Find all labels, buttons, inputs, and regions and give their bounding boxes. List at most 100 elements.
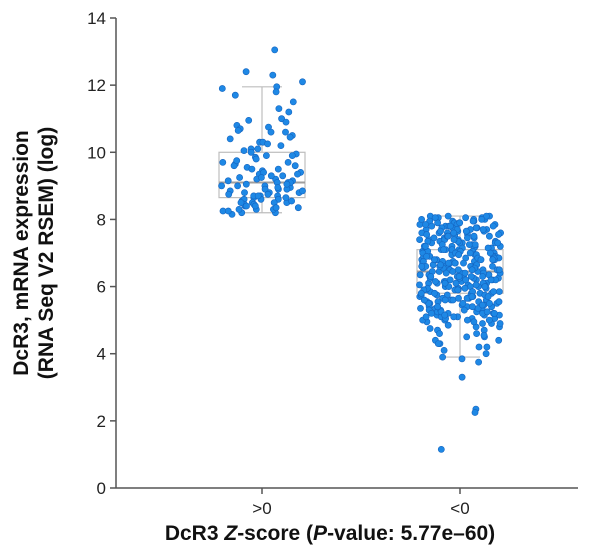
data-point	[292, 163, 298, 169]
data-point	[479, 302, 485, 308]
data-point	[463, 215, 469, 221]
data-point	[246, 117, 252, 123]
data-point	[419, 216, 425, 222]
data-point	[252, 203, 258, 209]
data-point	[435, 341, 441, 347]
data-point	[236, 206, 242, 212]
data-point	[479, 320, 485, 326]
data-point	[432, 215, 438, 221]
data-point	[282, 129, 288, 135]
data-point	[243, 69, 249, 75]
data-point	[490, 289, 496, 295]
data-point	[263, 153, 269, 159]
data-point	[461, 307, 467, 313]
data-point	[268, 173, 274, 179]
data-point	[473, 282, 479, 288]
data-point	[457, 220, 463, 226]
data-point	[456, 252, 462, 258]
y-tick-label: 14	[87, 9, 106, 28]
data-point	[490, 223, 496, 229]
data-point	[473, 225, 479, 231]
data-point	[424, 231, 430, 237]
axes	[110, 18, 578, 494]
data-point	[460, 260, 466, 266]
data-point	[471, 233, 477, 239]
data-point	[486, 300, 492, 306]
data-point	[220, 159, 226, 165]
data-point	[441, 347, 447, 353]
y-tick-label: 6	[97, 278, 106, 297]
data-point	[471, 319, 477, 325]
data-point	[435, 304, 441, 310]
data-point	[496, 289, 502, 295]
data-point	[432, 290, 438, 296]
data-point	[422, 243, 428, 249]
data-point	[442, 312, 448, 318]
data-point	[484, 344, 490, 350]
data-point	[427, 325, 433, 331]
data-point	[495, 240, 501, 246]
data-point	[497, 320, 503, 326]
data-point	[241, 148, 247, 154]
data-point	[445, 233, 451, 239]
data-point	[491, 310, 497, 316]
data-point	[451, 314, 457, 320]
data-point	[453, 280, 459, 286]
data-point	[431, 257, 437, 263]
data-point	[294, 171, 300, 177]
data-point	[464, 334, 470, 340]
data-point	[436, 331, 442, 337]
data-point	[445, 322, 451, 328]
x-tick-label: <0	[450, 499, 469, 518]
data-points	[219, 47, 504, 453]
data-point	[235, 183, 241, 189]
data-point	[442, 280, 448, 286]
data-point	[442, 297, 448, 303]
x-tick-label: >0	[252, 499, 271, 518]
data-point	[428, 273, 434, 279]
data-point	[278, 143, 284, 149]
data-point	[469, 304, 475, 310]
data-point	[290, 99, 296, 105]
data-point	[476, 359, 482, 365]
data-point	[272, 47, 278, 53]
data-point	[437, 228, 443, 234]
data-point	[459, 374, 465, 380]
data-point	[238, 200, 244, 206]
data-point	[226, 191, 232, 197]
data-point	[486, 233, 492, 239]
data-point	[464, 235, 470, 241]
data-point	[276, 106, 282, 112]
data-point	[470, 218, 476, 224]
data-point	[476, 344, 482, 350]
data-point	[265, 191, 271, 197]
data-point	[463, 228, 469, 234]
y-tick-label: 2	[97, 412, 106, 431]
data-point	[234, 158, 240, 164]
data-point	[482, 284, 488, 290]
data-point	[462, 270, 468, 276]
data-point	[490, 257, 496, 263]
data-point	[445, 213, 451, 219]
data-point	[438, 446, 444, 452]
data-point	[270, 72, 276, 78]
data-point	[284, 181, 290, 187]
data-point	[459, 356, 465, 362]
data-point	[447, 223, 453, 229]
data-point	[474, 331, 480, 337]
data-point	[480, 226, 486, 232]
data-point	[253, 156, 259, 162]
data-point	[283, 195, 289, 201]
x-axis-title: DcR3 Z-score (P-value: 5.77e–60)	[165, 522, 495, 545]
y-tick-label: 0	[97, 479, 106, 498]
data-point	[419, 263, 425, 269]
data-point	[451, 230, 457, 236]
data-point	[289, 198, 295, 204]
data-point	[483, 351, 489, 357]
data-point	[496, 299, 502, 305]
y-tick-label: 8	[97, 210, 106, 229]
data-point	[469, 294, 475, 300]
y-axis-title-line: DcR3, mRNA expression	[10, 130, 33, 375]
data-point	[280, 173, 286, 179]
data-point	[451, 237, 457, 243]
